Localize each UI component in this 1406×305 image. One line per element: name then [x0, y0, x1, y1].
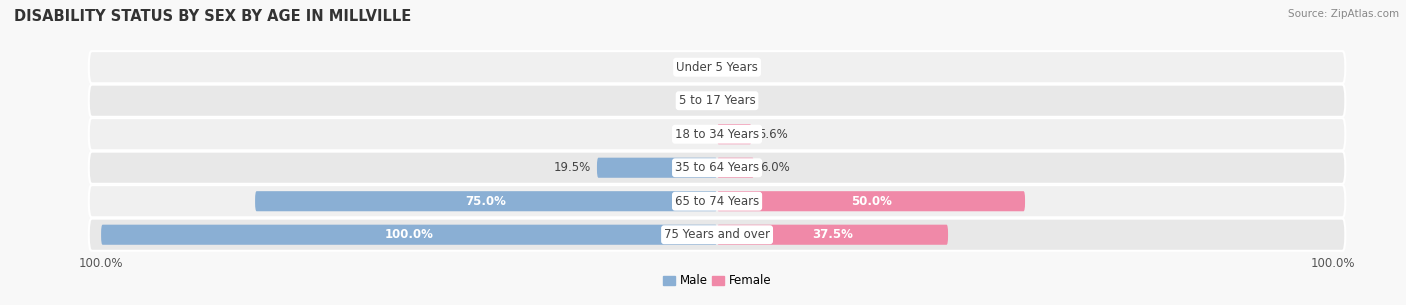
Text: 65 to 74 Years: 65 to 74 Years	[675, 195, 759, 208]
Legend: Male, Female: Male, Female	[658, 270, 776, 292]
Text: 37.5%: 37.5%	[813, 228, 853, 241]
FancyBboxPatch shape	[717, 191, 1025, 211]
Text: 75.0%: 75.0%	[465, 195, 506, 208]
FancyBboxPatch shape	[89, 51, 1346, 83]
Text: 35 to 64 Years: 35 to 64 Years	[675, 161, 759, 174]
Text: 0.0%: 0.0%	[730, 61, 759, 74]
Text: 18 to 34 Years: 18 to 34 Years	[675, 128, 759, 141]
Text: Source: ZipAtlas.com: Source: ZipAtlas.com	[1288, 9, 1399, 19]
Text: 75 Years and over: 75 Years and over	[664, 228, 770, 241]
Text: 50.0%: 50.0%	[851, 195, 891, 208]
Text: 6.0%: 6.0%	[761, 161, 790, 174]
Text: 0.0%: 0.0%	[675, 94, 704, 107]
FancyBboxPatch shape	[89, 219, 1346, 251]
FancyBboxPatch shape	[89, 85, 1346, 117]
Text: 19.5%: 19.5%	[554, 161, 591, 174]
Text: 0.0%: 0.0%	[675, 61, 704, 74]
FancyBboxPatch shape	[717, 158, 754, 178]
FancyBboxPatch shape	[254, 191, 717, 211]
Text: DISABILITY STATUS BY SEX BY AGE IN MILLVILLE: DISABILITY STATUS BY SEX BY AGE IN MILLV…	[14, 9, 412, 24]
Text: Under 5 Years: Under 5 Years	[676, 61, 758, 74]
FancyBboxPatch shape	[717, 124, 752, 144]
FancyBboxPatch shape	[717, 225, 948, 245]
Text: 5 to 17 Years: 5 to 17 Years	[679, 94, 755, 107]
Text: 0.0%: 0.0%	[730, 94, 759, 107]
FancyBboxPatch shape	[598, 158, 717, 178]
Text: 5.6%: 5.6%	[758, 128, 787, 141]
FancyBboxPatch shape	[89, 118, 1346, 150]
Text: 0.0%: 0.0%	[675, 128, 704, 141]
FancyBboxPatch shape	[89, 152, 1346, 184]
FancyBboxPatch shape	[89, 185, 1346, 217]
Text: 100.0%: 100.0%	[385, 228, 433, 241]
FancyBboxPatch shape	[101, 225, 717, 245]
